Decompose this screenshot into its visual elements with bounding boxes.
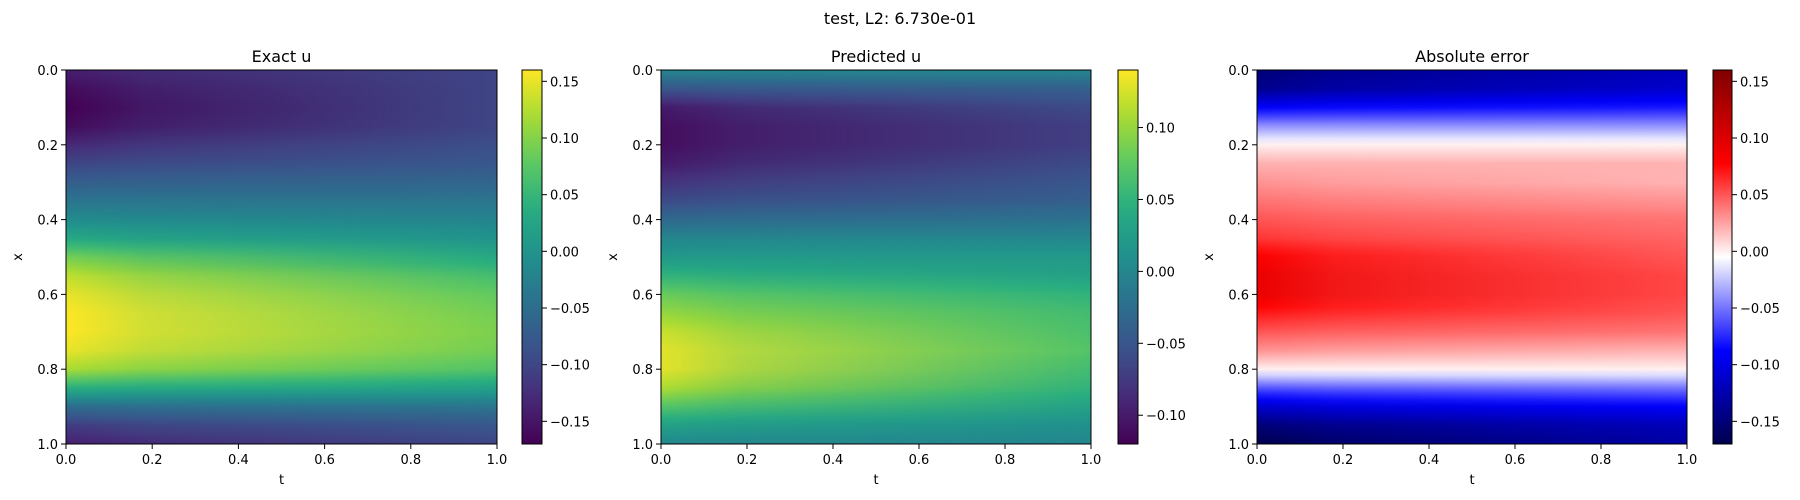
y-tick-label: 0.0 <box>1228 64 1249 79</box>
colorbar-tick-label: −0.15 <box>1740 415 1780 430</box>
y-axis-label: x <box>1202 253 1217 261</box>
y-tick-label: 1.0 <box>1228 438 1249 453</box>
x-tick-label: 0.0 <box>56 453 77 468</box>
y-tick-label: 0.0 <box>632 64 653 79</box>
colorbar: 0.15 0.10 0.05 0.00 −0.05 −0.10 −0.15 <box>1712 69 1780 445</box>
colorbar: 0.15 0.10 0.05 0.00 −0.05 −0.10 −0.15 <box>521 69 590 445</box>
heatmap-layer-end <box>661 70 1091 444</box>
colorbar-tick-label: −0.05 <box>1146 337 1186 352</box>
x-tick-label: 0.2 <box>737 453 758 468</box>
colorbar: 0.10 0.05 0.00 −0.05 −0.10 <box>1117 69 1186 445</box>
x-tick-label: 0.0 <box>1247 453 1268 468</box>
colorbar-tick-label: 0.05 <box>1740 189 1769 204</box>
colorbar-tick-label: −0.15 <box>550 415 590 430</box>
colorbar-tick-label: −0.05 <box>1740 302 1780 317</box>
panel-2: Predicted u0.0 0.2 0.4 0.6 0.8 1.00.00.20.40.… <box>606 47 1186 488</box>
figure-suptitle: test, L2: 6.730e-01 <box>824 9 976 28</box>
x-tick-label: 0.8 <box>1591 453 1612 468</box>
colorbar-tick-label: 0.05 <box>550 189 579 204</box>
x-tick-label: 1.0 <box>487 453 508 468</box>
colorbar-tick-label: 0.00 <box>550 245 579 260</box>
colorbar-tick-label: 0.10 <box>1740 132 1769 147</box>
y-tick-label: 0.0 <box>37 64 58 79</box>
plot-frame <box>65 69 498 445</box>
colorbar-gradient <box>1117 69 1139 445</box>
panels: Exact u0.0 0.2 0.4 0.6 0.8 1.00.00.20.40.60.8… <box>11 47 1780 488</box>
x-tick-label: 0.4 <box>823 453 844 468</box>
x-tick-label: 0.8 <box>995 453 1016 468</box>
y-axis-label: x <box>606 253 621 261</box>
x-tick-label: 1.0 <box>1677 453 1698 468</box>
y-axis-label: x <box>11 253 26 261</box>
heatmap-layer-end <box>1257 70 1687 444</box>
colorbar-tick-label: −0.10 <box>550 359 590 374</box>
y-tick-label: 0.4 <box>632 214 653 229</box>
plot-frame <box>1256 69 1688 445</box>
y-tick-label: 0.4 <box>37 214 58 229</box>
colorbar-tick-label: 0.15 <box>1740 75 1769 90</box>
x-tick-label: 0.0 <box>651 453 672 468</box>
x-tick-label: 0.8 <box>400 453 421 468</box>
x-axis-label: t <box>279 473 284 488</box>
x-axis-label: t <box>1469 473 1474 488</box>
y-tick-label: 0.6 <box>632 288 653 303</box>
y-tick-label: 0.2 <box>632 139 653 154</box>
y-tick-label: 1.0 <box>37 438 58 453</box>
y-tick-label: 0.2 <box>37 139 58 154</box>
colorbar-gradient <box>1712 69 1733 445</box>
x-tick-label: 0.6 <box>909 453 930 468</box>
panel-title: Exact u <box>252 47 312 66</box>
y-tick-label: 0.8 <box>37 363 58 378</box>
y-tick-label: 0.8 <box>1228 363 1249 378</box>
panel-title: Absolute error <box>1415 47 1529 66</box>
y-tick-label: 1.0 <box>632 438 653 453</box>
colorbar-tick-label: −0.10 <box>1146 409 1186 424</box>
x-tick-label: 0.6 <box>1505 453 1526 468</box>
x-tick-label: 0.6 <box>314 453 335 468</box>
x-tick-label: 0.2 <box>1333 453 1354 468</box>
x-axis-label: t <box>873 473 878 488</box>
y-tick-label: 0.6 <box>1228 288 1249 303</box>
colorbar-tick-label: −0.10 <box>1740 359 1780 374</box>
x-tick-label: 1.0 <box>1081 453 1102 468</box>
y-tick-label: 0.2 <box>1228 139 1249 154</box>
panel-title: Predicted u <box>831 47 921 66</box>
colorbar-tick-label: 0.05 <box>1146 193 1175 208</box>
colorbar-tick-label: 0.00 <box>1146 265 1175 280</box>
colorbar-tick-label: 0.00 <box>1740 245 1769 260</box>
heatmap-layer-end <box>66 70 497 444</box>
y-tick-label: 0.6 <box>37 288 58 303</box>
x-tick-label: 0.4 <box>1419 453 1440 468</box>
panel-1: Exact u0.0 0.2 0.4 0.6 0.8 1.00.00.20.40.60.8… <box>11 47 590 488</box>
colorbar-tick-label: 0.10 <box>550 132 579 147</box>
y-tick-label: 0.8 <box>632 363 653 378</box>
colorbar-tick-label: 0.15 <box>550 75 579 90</box>
x-tick-label: 0.2 <box>142 453 163 468</box>
x-tick-label: 0.4 <box>228 453 249 468</box>
colorbar-tick-label: −0.05 <box>550 302 590 317</box>
colorbar-tick-label: 0.10 <box>1146 122 1175 137</box>
colorbar-gradient <box>521 69 543 445</box>
plot-frame <box>660 69 1092 445</box>
y-tick-label: 0.4 <box>1228 214 1249 229</box>
